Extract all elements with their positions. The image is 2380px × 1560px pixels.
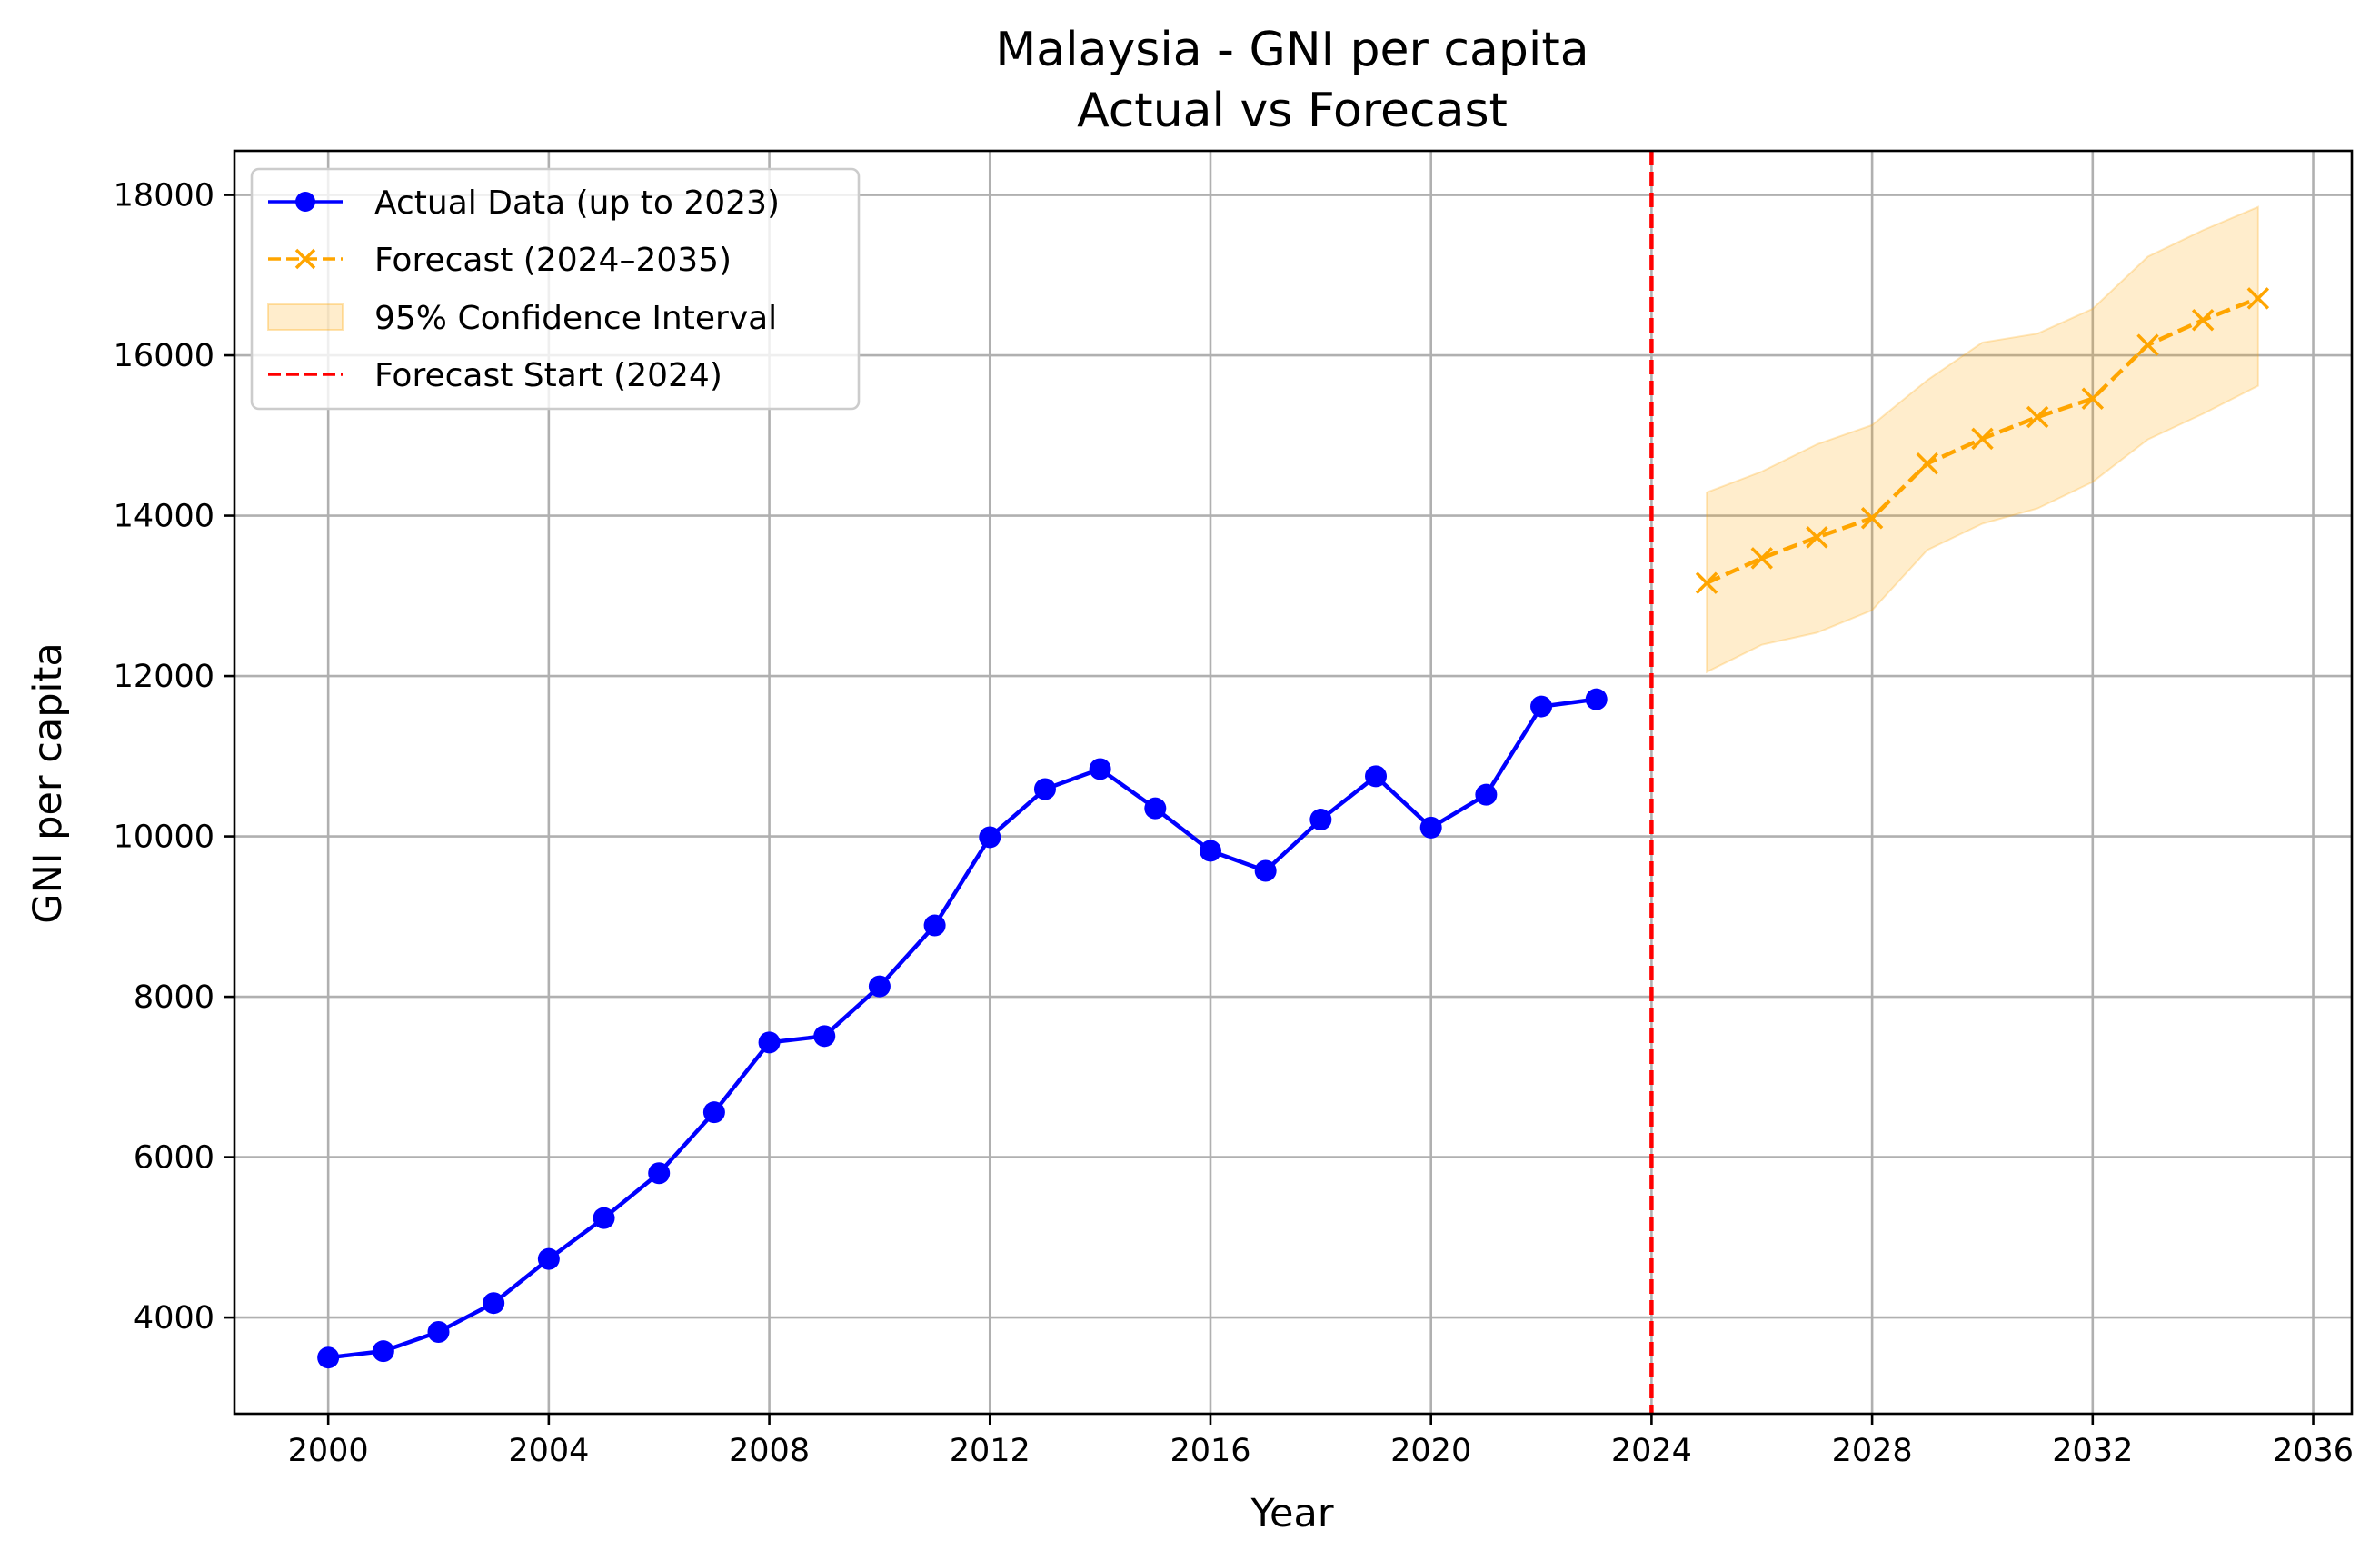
series-0-point-2007 (702, 1101, 725, 1124)
series-1-point-2033 (2136, 333, 2159, 356)
series-0-point-2019 (1365, 765, 1388, 788)
y-tick-label-6000: 6000 (134, 1140, 214, 1177)
legend-item-forecast-start: Forecast Start (2024) (268, 357, 722, 394)
series-0-point-2003 (483, 1292, 505, 1315)
chart-title: Malaysia - GNI per capita (995, 23, 1588, 77)
series-1-point-2032 (2081, 387, 2105, 410)
y-axis-ticks: 4000 6000 8000 10000 12000 14000 16000 18000 (114, 178, 234, 1336)
x-tick-label-2020: 2020 (1390, 1433, 1471, 1469)
y-tick-label-10000: 10000 (114, 820, 214, 856)
legend-frame (250, 167, 861, 411)
series-0-point-2006 (648, 1162, 671, 1185)
series-1-point-2035 (2246, 287, 2270, 310)
x-tick-label-2000: 2000 (288, 1433, 369, 1469)
x-tick-label-2004: 2004 (508, 1433, 589, 1469)
chart-subtitle: Actual vs Forecast (1077, 84, 1508, 138)
legend-label-confidence: 95% Confidence Interval (374, 300, 777, 337)
y-tick-label-4000: 4000 (134, 1300, 214, 1336)
legend-item-actual: Actual Data (up to 2023) (268, 184, 780, 222)
series-0-point-2011 (923, 914, 946, 937)
series-1-point-2028 (1860, 506, 1884, 530)
legend-label-actual: Actual Data (up to 2023) (374, 184, 780, 222)
x-tick-label-2032: 2032 (2052, 1433, 2133, 1469)
series-0-point-2018 (1309, 809, 1332, 831)
series-0-point-2002 (427, 1320, 450, 1343)
y-tick-label-14000: 14000 (114, 499, 214, 535)
series-0-point-2012 (979, 826, 1001, 849)
x-tick-label-2028: 2028 (1832, 1433, 1913, 1469)
series-0-point-2010 (868, 975, 891, 998)
series-line-0 (327, 697, 1598, 1360)
legend-label-forecast-start: Forecast Start (2024) (374, 357, 722, 394)
series-1-point-2029 (1916, 452, 1939, 475)
series-0-point-2023 (1585, 688, 1608, 710)
series-0-point-2005 (593, 1207, 615, 1229)
grid-lines (234, 151, 2352, 1414)
series-1-point-2030 (1971, 427, 1994, 451)
x-tick-label-2036: 2036 (2273, 1433, 2354, 1469)
series-1-point-2026 (1750, 547, 1773, 570)
series-1-point-2034 (2191, 308, 2215, 332)
series-1-point-2031 (2026, 405, 2049, 429)
series-0-point-2013 (1033, 778, 1056, 800)
series-0-point-2009 (813, 1025, 836, 1048)
x-axis-label: Year (1250, 1491, 1333, 1536)
series-layer (317, 287, 2270, 1369)
series-0-point-2004 (537, 1247, 560, 1270)
x-tick-label-2008: 2008 (729, 1433, 810, 1469)
x-tick-label-2012: 2012 (950, 1433, 1031, 1469)
legend-item-confidence: 95% Confidence Interval (267, 300, 777, 337)
x-tick-label-2016: 2016 (1170, 1433, 1250, 1469)
x-tick-label-2024: 2024 (1611, 1433, 1692, 1469)
plot-frame (233, 149, 2354, 1416)
series-1-point-2025 (1695, 571, 1718, 594)
series-0-point-2014 (1089, 758, 1111, 780)
series-0-point-2015 (1144, 797, 1167, 820)
series-0-point-2000 (317, 1346, 340, 1369)
y-tick-label-18000: 18000 (114, 178, 214, 214)
series-0-point-2022 (1530, 695, 1553, 718)
y-tick-label-16000: 16000 (114, 338, 214, 374)
y-tick-label-12000: 12000 (114, 659, 214, 695)
x-axis-ticks: 2000 2004 2008 2012 2016 2020 2024 2028 2032 2036 (288, 1414, 2354, 1469)
series-1-point-2027 (1806, 526, 1828, 549)
legend-item-forecast: Forecast (2024–2035) (268, 242, 732, 279)
series-0-point-2008 (758, 1031, 781, 1054)
legend-label-forecast: Forecast (2024–2035) (374, 242, 732, 279)
legend: Actual Data (up to 2023) Forecast (2024–… (250, 167, 861, 411)
series-0-point-2016 (1199, 840, 1221, 862)
series-0-point-2021 (1475, 783, 1498, 806)
y-axis-label: GNI per capita (25, 642, 71, 923)
y-tick-label-8000: 8000 (134, 979, 214, 1016)
series-0-point-2001 (372, 1340, 394, 1363)
series-0-point-2017 (1254, 859, 1277, 882)
series-0-point-2020 (1419, 816, 1442, 839)
